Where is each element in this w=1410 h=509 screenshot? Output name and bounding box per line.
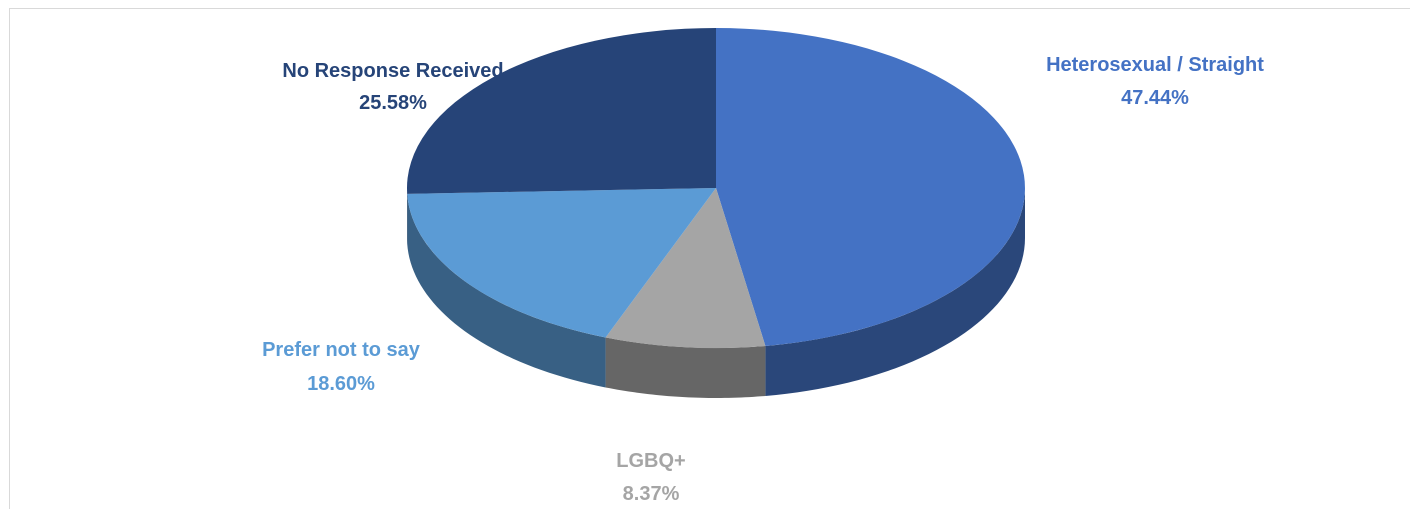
slice-value-prefer-not-to-say: 18.60%: [307, 373, 375, 395]
pie-sides: [407, 188, 1025, 398]
chart-frame: [9, 8, 1410, 509]
pie-slice-prefer-not-to-say: [407, 188, 716, 338]
slice-label-heterosexual: Heterosexual / Straight: [1046, 54, 1264, 76]
pie-slice-heterosexual: [716, 28, 1025, 346]
pie-side-heterosexual: [765, 188, 1025, 396]
slice-value-lgbq: 8.37%: [623, 483, 680, 505]
slice-label-lgbq: LGBQ+: [616, 450, 685, 472]
pie-slice-no-response: [407, 28, 716, 194]
pie-tops: [407, 28, 1025, 348]
slice-value-heterosexual: 47.44%: [1121, 87, 1189, 109]
pie-side-lgbq: [605, 337, 766, 398]
slice-label-no-response: No Response Received: [282, 60, 503, 82]
pie-slice-lgbq: [605, 188, 766, 348]
pie-side-prefer-not-to-say: [407, 193, 606, 388]
slice-value-no-response: 25.58%: [359, 92, 427, 114]
slice-label-prefer-not-to-say: Prefer not to say: [262, 339, 421, 361]
